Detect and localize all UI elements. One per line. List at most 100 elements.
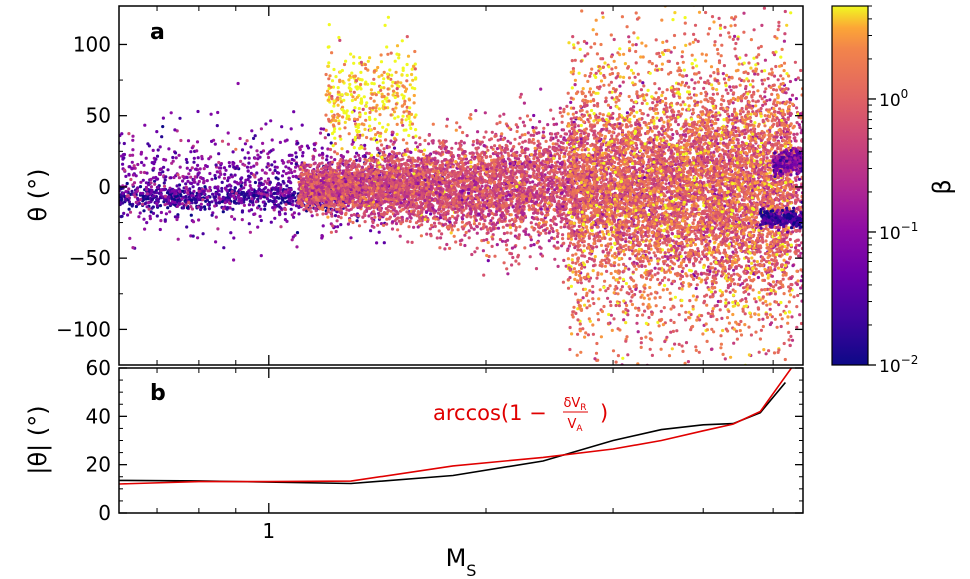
- scatter-point: [421, 215, 425, 219]
- scatter-point: [127, 187, 131, 191]
- scatter-point: [122, 152, 127, 157]
- scatter-point: [217, 152, 221, 156]
- scatter-point: [266, 162, 270, 166]
- scatter-point: [268, 181, 272, 185]
- scatter-point: [139, 197, 143, 202]
- scatter-point: [156, 148, 160, 152]
- scatter-point: [158, 227, 162, 232]
- scatter-point: [569, 100, 573, 104]
- scatter-point: [164, 212, 168, 216]
- scatter-point: [120, 214, 124, 218]
- scatter-point: [455, 121, 459, 125]
- scatter-point: [130, 160, 134, 164]
- scatter-point: [124, 198, 128, 202]
- scatter-point: [154, 175, 158, 180]
- scatter-point: [245, 165, 250, 169]
- scatter-point: [134, 200, 138, 204]
- scatter-point: [320, 151, 325, 155]
- scatter-point: [224, 168, 228, 172]
- scatter-point: [196, 109, 200, 114]
- scatter-point: [205, 164, 209, 169]
- scatter-point: [365, 151, 369, 155]
- scatter-point: [252, 164, 256, 168]
- scatter-point: [127, 132, 131, 136]
- scatter-point: [288, 153, 292, 157]
- scatter-point: [236, 182, 240, 186]
- scatter-point: [407, 155, 411, 159]
- scatter-point: [245, 139, 249, 143]
- scatter-point: [162, 184, 167, 188]
- scatter-point: [290, 238, 294, 242]
- scatter-point: [297, 212, 301, 216]
- scatter-point: [248, 199, 252, 203]
- scatter-point: [233, 186, 237, 190]
- scatter-point: [273, 216, 277, 220]
- scatter-point: [467, 229, 471, 233]
- scatter-point: [213, 198, 217, 202]
- scatter-point: [278, 213, 282, 217]
- scatter-point: [226, 179, 230, 183]
- scatter-point: [194, 167, 198, 171]
- scatter-point: [271, 148, 275, 152]
- scatter-point: [208, 185, 212, 190]
- scatter-point: [243, 156, 247, 160]
- scatter-point: [145, 188, 149, 192]
- scatter-point: [498, 120, 502, 124]
- scatter-point: [698, 260, 702, 264]
- scatter-point: [163, 194, 167, 198]
- scatter-point: [159, 210, 163, 215]
- scatter-point: [269, 220, 273, 224]
- scatter-point: [219, 197, 223, 201]
- scatter-point: [175, 184, 179, 188]
- scatter-point: [313, 148, 317, 153]
- scatter-point: [294, 174, 298, 178]
- scatter-point: [618, 84, 622, 88]
- scatter-point: [279, 206, 283, 210]
- scatter-point: [220, 189, 224, 193]
- scatter-point: [196, 198, 201, 202]
- scatter-point: [244, 192, 248, 196]
- scatter-point: [181, 179, 185, 183]
- scatter-point: [385, 163, 389, 167]
- scatter-point: [325, 154, 329, 158]
- scatter-point: [179, 138, 183, 143]
- scatter-point: [240, 210, 244, 214]
- scatter-point: [198, 167, 202, 171]
- scatter-point: [272, 199, 276, 203]
- scatter-point: [284, 172, 288, 176]
- scatter-point: [477, 222, 482, 226]
- scatter-point: [185, 206, 189, 210]
- scatter-point: [202, 190, 206, 194]
- scatter-point: [202, 181, 206, 185]
- scatter-point: [329, 141, 333, 145]
- scatter-point: [190, 166, 194, 170]
- scatter-point: [141, 178, 145, 182]
- scatter-point: [279, 191, 283, 195]
- scatter-point: [166, 168, 170, 172]
- scatter-point: [162, 165, 166, 169]
- scatter-point: [292, 215, 296, 219]
- scatter-point: [123, 168, 127, 172]
- scatter-point: [207, 207, 211, 211]
- scatter-point: [246, 151, 250, 155]
- scatter-point: [248, 192, 252, 196]
- scatter-point: [264, 186, 268, 190]
- scatter-point: [159, 188, 163, 192]
- scatter-point: [667, 278, 671, 282]
- scatter-point: [151, 148, 155, 152]
- scatter-point: [257, 187, 261, 191]
- scatter-point: [363, 143, 367, 147]
- scatter-point: [250, 197, 254, 201]
- scatter-point: [248, 184, 252, 188]
- scatter-point: [255, 171, 259, 175]
- scatter-point: [191, 220, 196, 224]
- scatter-point: [213, 142, 217, 146]
- scatter-point: [632, 114, 636, 118]
- scatter-point: [392, 140, 396, 144]
- scatter-point: [147, 144, 151, 148]
- scatter-point: [280, 125, 284, 129]
- scatter-point: [163, 218, 167, 222]
- scatter-point: [247, 161, 251, 165]
- scatter-point: [231, 150, 235, 154]
- scatter-point: [653, 266, 657, 270]
